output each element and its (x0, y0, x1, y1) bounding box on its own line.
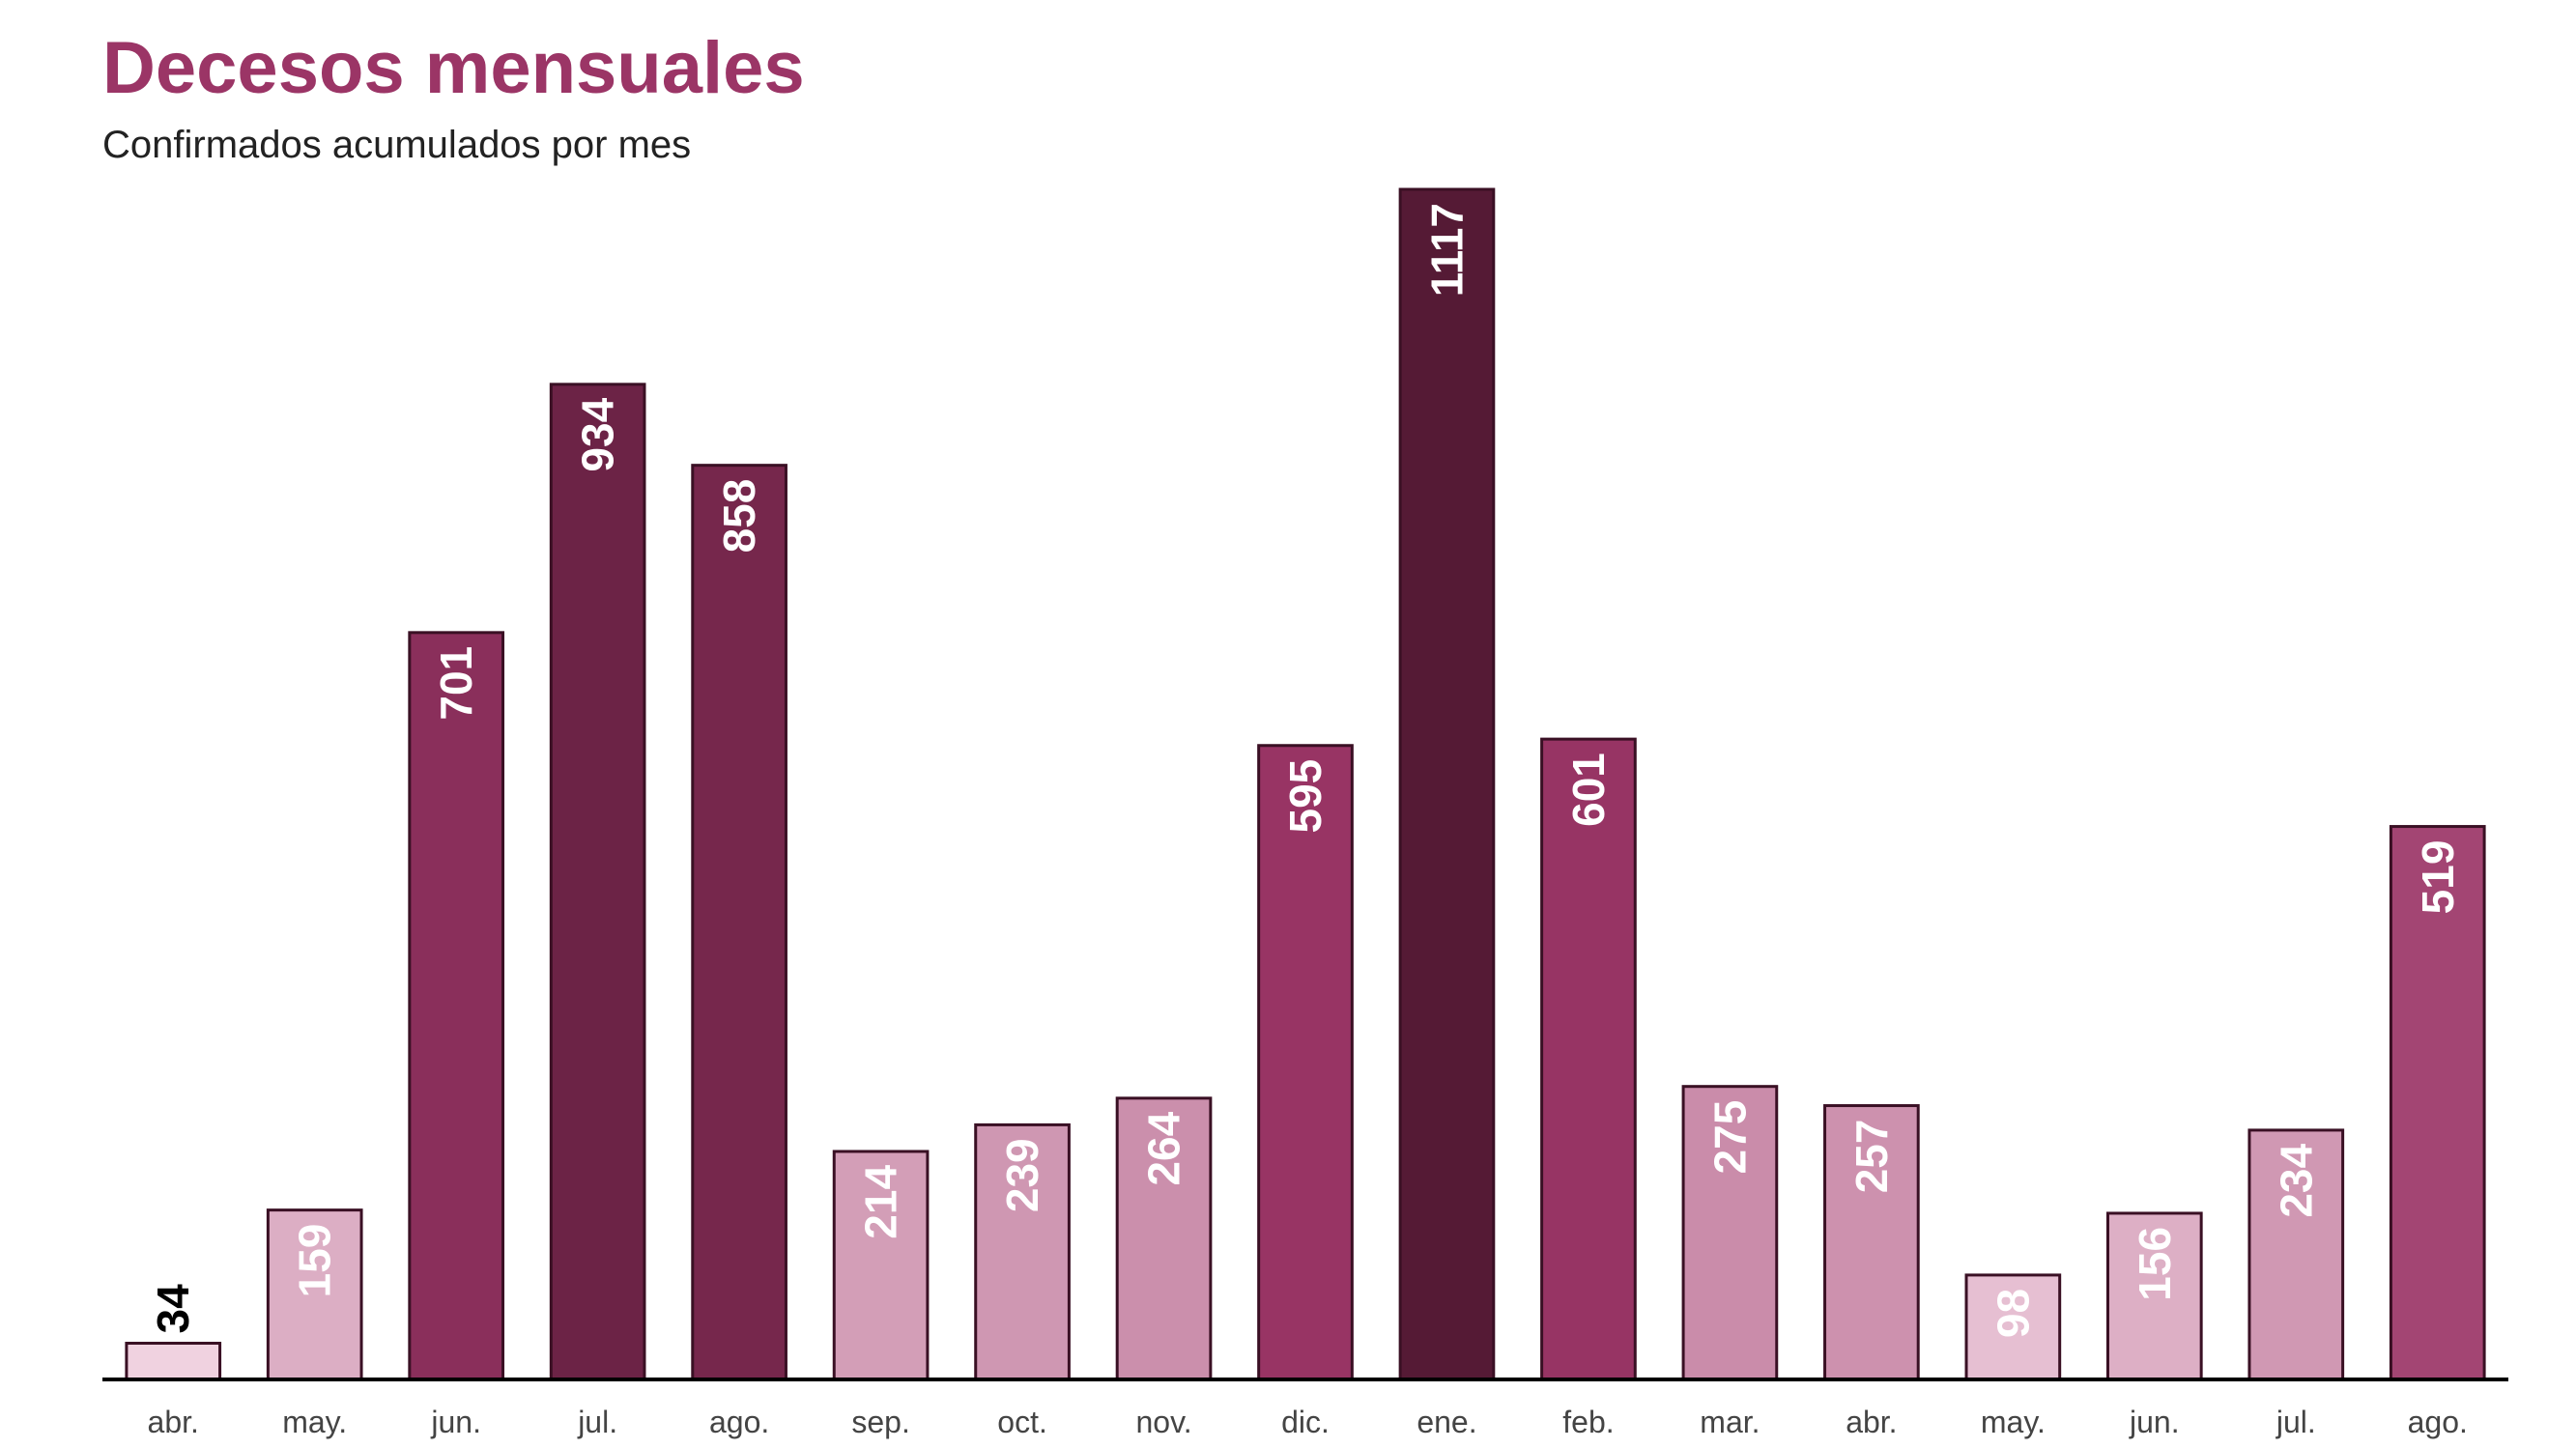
x-tick-label: nov. (1135, 1405, 1191, 1439)
bar-value-label: 239 (997, 1138, 1047, 1212)
bar (832, 1150, 930, 1381)
bar-value-label: 601 (1563, 753, 1614, 827)
x-tick-label: ene. (1417, 1405, 1476, 1439)
bar (408, 631, 505, 1381)
x-tick-label: mar. (1700, 1405, 1760, 1439)
x-tick-label: oct. (997, 1405, 1047, 1439)
bar (1398, 187, 1496, 1381)
bar-value-label: 1117 (1421, 203, 1472, 297)
bar (2389, 825, 2486, 1381)
bar (2247, 1128, 2345, 1381)
bar-value-label: 98 (1988, 1289, 2038, 1338)
x-tick-label: may. (1981, 1405, 2046, 1439)
bar-value-label: 234 (2271, 1143, 2321, 1217)
bar-value-label: 156 (2130, 1227, 2180, 1301)
x-tick-label: sep. (851, 1405, 909, 1439)
x-tick-labels-group: abr. may. jun. jul. ago. sep. oct. nov. dic. ene.… (148, 1405, 2468, 1439)
bar-value-label: 214 (856, 1165, 906, 1239)
x-tick-label: ago. (709, 1405, 769, 1439)
x-tick-label: feb. (1562, 1405, 1614, 1439)
x-tick-label: abr. (1846, 1405, 1897, 1439)
bar (691, 464, 787, 1381)
x-tick-label: may. (282, 1405, 347, 1439)
x-tick-label: abr. (148, 1405, 199, 1439)
x-tick-label: ago. (2408, 1405, 2468, 1439)
x-tick-label: dic. (1281, 1405, 1330, 1439)
bar (1823, 1104, 1920, 1381)
x-tick-label: jun. (2129, 1405, 2180, 1439)
bar-value-label: 275 (1704, 1100, 1755, 1175)
bar-value-label: 858 (714, 479, 764, 554)
x-tick-label: jul. (577, 1405, 617, 1439)
bar (1964, 1273, 2062, 1381)
bar-value-label: 519 (2413, 840, 2463, 915)
bar-value-label: 934 (573, 397, 623, 471)
bar (1540, 737, 1637, 1381)
bar-value-label: 159 (290, 1224, 340, 1298)
bar (1115, 1096, 1213, 1381)
bar (2105, 1211, 2203, 1381)
bar-value-label: 595 (1280, 759, 1331, 834)
chart-subtitle: Confirmados acumulados por mes (102, 124, 692, 166)
x-tick-label: jun. (430, 1405, 481, 1439)
chart-title: Decesos mensuales (102, 27, 805, 109)
x-tick-label: jul. (2275, 1405, 2316, 1439)
bars-group (125, 187, 2486, 1381)
bar (974, 1122, 1071, 1381)
bar (549, 383, 646, 1381)
bar-value-label: 34 (148, 1284, 198, 1334)
bar-value-label: 701 (431, 646, 481, 721)
bar-value-label: 264 (1139, 1111, 1189, 1185)
value-labels-group: 34 159 701 934 858 214 239 264 595 1117 601 275 257 9… (148, 203, 2463, 1338)
bar (1681, 1085, 1779, 1381)
bar (125, 1341, 222, 1381)
bar (1257, 744, 1354, 1381)
bar (266, 1208, 363, 1381)
bar-value-label: 257 (1846, 1120, 1897, 1194)
